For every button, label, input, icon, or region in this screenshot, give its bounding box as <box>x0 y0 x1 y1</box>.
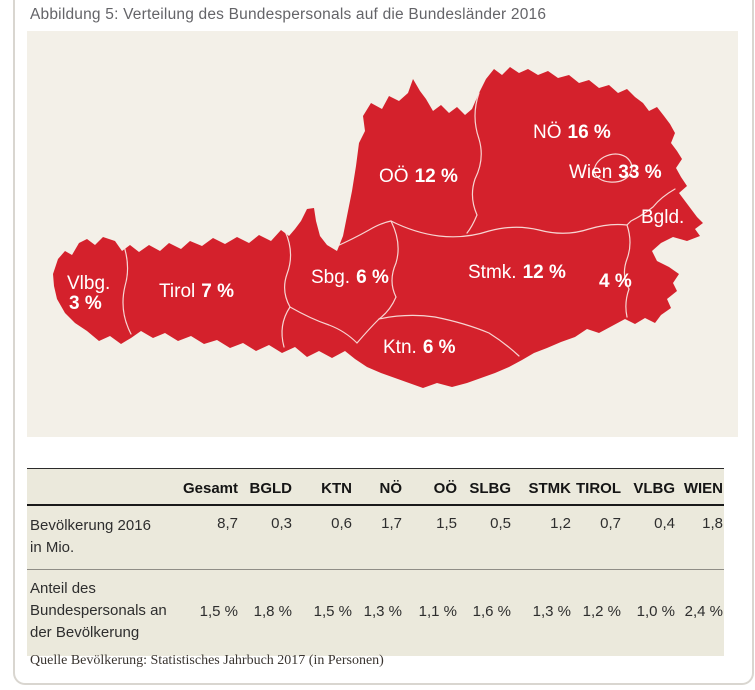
border-tirol-sbg <box>284 230 292 308</box>
row-label: Bevölkerung 2016 in Mio. <box>27 505 177 570</box>
data-table-panel: Gesamt BGLD KTN NÖ OÖ SLBG STMK TIROL VL… <box>27 468 724 656</box>
table-cell: 0,3 <box>239 505 293 570</box>
border-osttirol-ktn <box>289 306 358 344</box>
border-noe-stmk <box>390 220 628 238</box>
column-header: OÖ <box>403 468 458 506</box>
table-cell: 1,2 % <box>582 602 621 620</box>
row-label: Anteil des Bundespersonals an der Bevölk… <box>30 580 167 641</box>
table-cell: 0,7 <box>572 505 622 570</box>
column-header: Gesamt <box>177 468 239 506</box>
table-corner-cell <box>27 468 177 506</box>
border-ooe-noe <box>466 92 482 234</box>
border-sbg-stmk <box>356 220 399 344</box>
table-cell: 1,3 % <box>363 602 402 620</box>
map-label-bgld-value: 4 % <box>599 271 632 292</box>
table-cell: 1,1 % <box>418 602 457 620</box>
border-ktn-stmk <box>378 314 520 357</box>
table-cell: 0,4 <box>622 505 676 570</box>
map-labels: Vlbg. 3 % Tirol 7 % Sbg. 6 % OÖ 12 % NÖ 16 %… <box>67 122 684 358</box>
table-cell: 1,0 % <box>636 602 675 620</box>
austria-map-panel: Vlbg. 3 % Tirol 7 % Sbg. 6 % OÖ 12 % NÖ 16 %… <box>27 31 738 437</box>
map-label-sbg: Sbg. 6 % <box>311 267 389 288</box>
table-cell: 1,8 % <box>253 602 292 620</box>
table-cell: 1,5 % <box>199 602 238 620</box>
table-cell: 1,6 % <box>472 602 511 620</box>
figure-title: Abbildung 5: Verteilung des Bundesperson… <box>30 6 547 23</box>
table-cell: 1,5 % <box>313 602 352 620</box>
map-label-vlbg: Vlbg. <box>67 273 110 294</box>
map-label-bgld: Bgld. <box>641 207 684 228</box>
table-cell: 0,6 <box>293 505 353 570</box>
border-osttirol-west <box>281 306 291 348</box>
column-header: STMK <box>512 468 572 506</box>
table-cell: 1,2 <box>512 505 572 570</box>
map-label-tirol: Tirol 7 % <box>159 281 234 302</box>
column-header: KTN <box>293 468 353 506</box>
border-wien <box>593 153 633 183</box>
map-label-wien: Wien 33 % <box>569 162 662 183</box>
table-row-population: Bevölkerung 2016 in Mio. 8,7 0,3 0,6 1,7… <box>27 505 724 570</box>
population-table: Gesamt BGLD KTN NÖ OÖ SLBG STMK TIROL VL… <box>27 468 724 656</box>
austria-country-shape <box>53 67 703 388</box>
map-label-vlbg-value: 3 % <box>69 293 102 314</box>
table-cell: 1,5 <box>403 505 458 570</box>
table-cell: 8,7 <box>177 505 239 570</box>
border-stmk-bgld <box>623 188 676 318</box>
column-header: VLBG <box>622 468 676 506</box>
map-label-ooe: OÖ 12 % <box>379 166 458 187</box>
table-cell: 1,7 <box>353 505 403 570</box>
column-header: TIROL <box>572 468 622 506</box>
source-note: Quelle Bevölkerung: Statistisches Jahrbu… <box>30 653 384 668</box>
column-header: NÖ <box>353 468 403 506</box>
column-header: BGLD <box>239 468 293 506</box>
table-header-row: Gesamt BGLD KTN NÖ OÖ SLBG STMK TIROL VL… <box>27 468 724 506</box>
table-cell: 2,4 % <box>684 602 723 620</box>
column-header: SLBG <box>458 468 512 506</box>
map-label-stmk: Stmk. 12 % <box>468 262 566 283</box>
table-row-share: Anteil des Bundespersonals an der Bevölk… <box>27 570 724 657</box>
column-header: WIEN <box>676 468 724 506</box>
border-sbg-ooe <box>334 220 392 248</box>
map-label-ktn: Ktn. 6 % <box>383 337 456 358</box>
state-borders <box>122 92 676 357</box>
table-cell: 0,5 <box>458 505 512 570</box>
table-cell: 1,3 % <box>532 602 571 620</box>
austria-map: Vlbg. 3 % Tirol 7 % Sbg. 6 % OÖ 12 % NÖ 16 %… <box>53 67 703 388</box>
border-vlbg-tirol <box>122 242 132 335</box>
map-label-noe: NÖ 16 % <box>533 122 611 143</box>
table-cell: 1,8 <box>676 505 724 570</box>
